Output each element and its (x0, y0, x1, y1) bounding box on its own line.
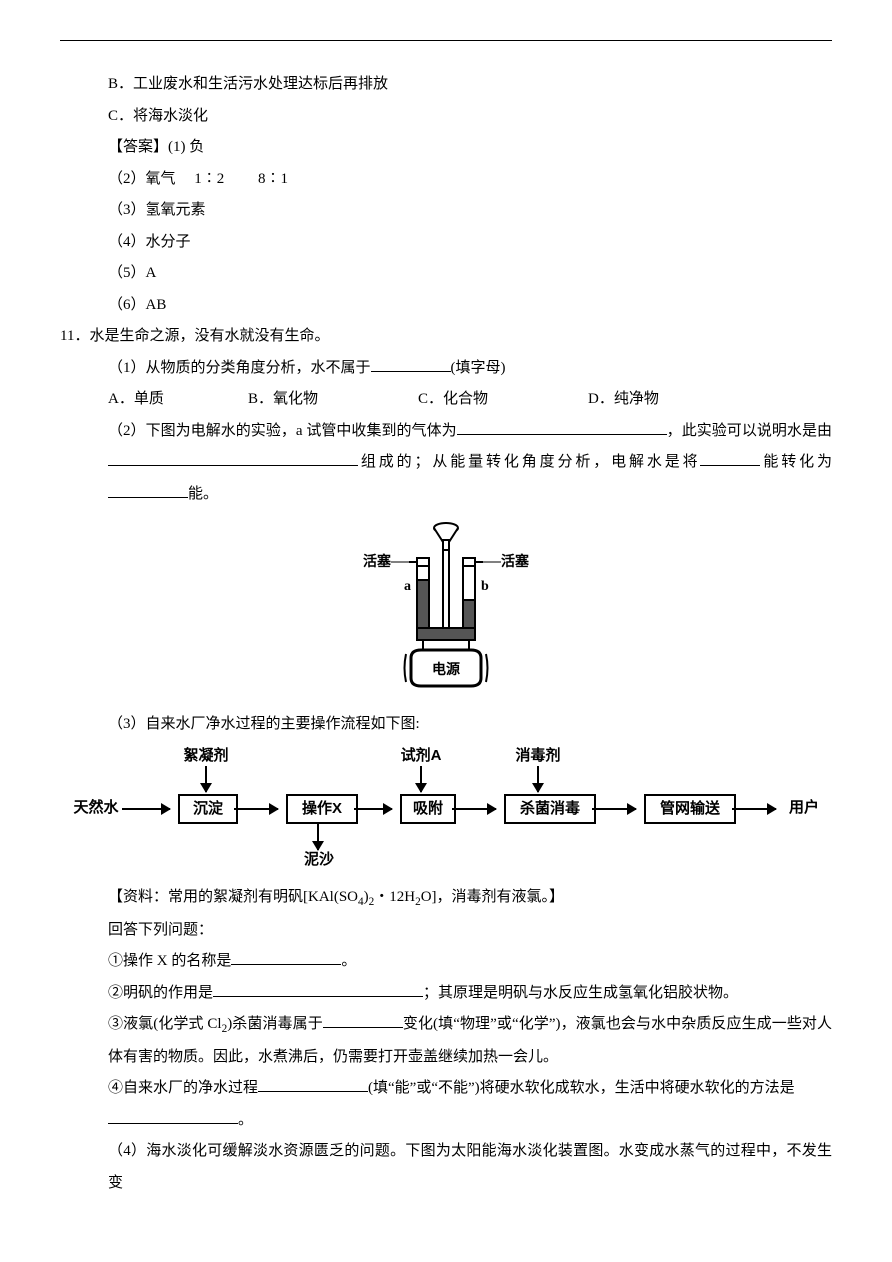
prev-answer-4: （4）水分子 (60, 227, 832, 259)
flow-box-pipe: 管网输送 (644, 794, 736, 824)
flow-out: 用户 (782, 800, 826, 817)
q11-sub1: ①操作 X 的名称是 。 (60, 946, 832, 978)
res-d: O]，消毒剂有液氯。】 (421, 889, 564, 905)
blank (108, 1108, 238, 1124)
blank (323, 1012, 403, 1028)
flow-box-opx: 操作X (286, 794, 358, 824)
q11-part2: （2）下图为电解水的实验，a 试管中收集到的气体为 ，此实验可以说明水是由 组成的… (60, 416, 832, 511)
prev-option-b: B．工业废水和生活污水处理达标后再排放 (60, 69, 832, 101)
arrow-right-icon (354, 808, 392, 810)
q11-opt-d: D．纯净物 (588, 384, 659, 416)
q11-stem: 11．水是生命之源，没有水就没有生命。 (60, 321, 832, 353)
q11-opt-c: C．化合物 (418, 384, 588, 416)
arrow-right-icon (452, 808, 496, 810)
q34-c: 。 (238, 1112, 253, 1128)
q11-sub2: ②明矾的作用是 ；其原理是明矾与水反应生成氢氧化铝胶状物。 (60, 978, 832, 1010)
q32-a: ②明矾的作用是 (108, 985, 213, 1001)
flow-disinfectant: 消毒剂 (508, 748, 568, 765)
q11-opt-a: A．单质 (108, 384, 248, 416)
blank (700, 450, 760, 466)
flow-in: 天然水 (66, 800, 126, 817)
flow-box-sediment: 沉淀 (178, 794, 238, 824)
q11-part3: （3）自来水厂净水过程的主要操作流程如下图: (60, 709, 832, 741)
res-a: 【资料：常用的絮凝剂有明矾[KAl(SO (108, 889, 358, 905)
prev-answer-1: 【答案】(1) 负 (60, 132, 832, 164)
flow-diagram: 絮凝剂 试剂A 消毒剂 天然水 沉淀 操作X 吸附 杀菌消毒 管网输送 用户 泥… (66, 748, 826, 878)
flow-box-adsorb: 吸附 (400, 794, 456, 824)
q11-p2-a: （2）下图为电解水的实验，a 试管中收集到的气体为 (108, 423, 457, 439)
q11-options: A．单质 B．氧化物 C．化合物 D．纯净物 (60, 384, 832, 416)
arrow-down-icon (537, 766, 539, 792)
flow-reagent-a: 试剂A (391, 748, 451, 765)
flow-sludge: 泥沙 (294, 852, 344, 869)
blank (258, 1076, 368, 1092)
prev-answer-3: （3）氢氧元素 (60, 195, 832, 227)
prev-option-c: C．将海水淡化 (60, 101, 832, 133)
plug-right-label: 活塞 (501, 553, 530, 570)
power-label: 电源 (432, 661, 460, 678)
blank (457, 419, 667, 435)
q34-a: ④自来水厂的净水过程 (108, 1080, 258, 1096)
arrow-down-icon (205, 766, 207, 792)
prev-answer-2: （2）氧气 1∶2 8∶1 (60, 164, 832, 196)
arrow-right-icon (592, 808, 636, 810)
q11-part4: （4）海水淡化可缓解淡水资源匮乏的问题。下图为太阳能海水淡化装置图。水变成水蒸气… (60, 1136, 832, 1199)
tube-a-label: a (404, 579, 411, 594)
plug-left-label: 活塞 (363, 553, 392, 570)
q11-sub3: ③液氯(化学式 Cl2)杀菌消毒属于变化(填“物理”或“化学”)，液氯也会与水中… (60, 1009, 832, 1073)
q11-opt-b: B．氧化物 (248, 384, 418, 416)
q33-b: )杀菌消毒属于 (227, 1016, 323, 1032)
flow-box-sterilize: 杀菌消毒 (504, 794, 596, 824)
arrow-right-icon (732, 808, 776, 810)
tube-b-label: b (481, 579, 489, 594)
q11-resource: 【资料：常用的絮凝剂有明矾[KAl(SO4)2・12H2O]，消毒剂有液氯。】 (60, 882, 832, 915)
q32-b: ；其原理是明矾与水反应生成氢氧化铝胶状物。 (423, 985, 738, 1001)
blank (371, 356, 451, 372)
arrow-down-icon (317, 822, 319, 850)
q31-b: 。 (341, 953, 356, 969)
q11-p1-a: （1）从物质的分类角度分析，水不属于 (108, 360, 371, 376)
q31-a: ①操作 X 的名称是 (108, 953, 231, 969)
top-rule (60, 40, 832, 41)
blank (108, 482, 188, 498)
q11-text: 水是生命之源，没有水就没有生命。 (89, 328, 329, 344)
blank (213, 981, 423, 997)
q11-p1-b: (填字母) (451, 360, 506, 376)
arrow-right-icon (234, 808, 278, 810)
flow-flocculant: 絮凝剂 (176, 748, 236, 765)
q11-answer-header: 回答下列问题： (60, 915, 832, 947)
q11-number: 11． (60, 328, 89, 344)
q11-sub4: ④自来水厂的净水过程 (填“能”或“不能”)将硬水软化成软水，生活中将硬水软化的方… (60, 1073, 832, 1136)
q11-p2-b: ，此实验可以说明水是由 (667, 423, 832, 439)
prev-answer-6: （6）AB (60, 290, 832, 322)
q11-p2-e: 能。 (188, 486, 218, 502)
prev-answer-5: （5）A (60, 258, 832, 290)
q11-part1: （1）从物质的分类角度分析，水不属于 (填字母) (60, 353, 832, 385)
electrolysis-diagram: 活塞 活塞 a b 电源 (60, 520, 832, 703)
arrow-right-icon (122, 808, 170, 810)
q34-b: (填“能”或“不能”)将硬水软化成软水，生活中将硬水软化的方法是 (368, 1080, 795, 1096)
blank (231, 949, 341, 965)
q11-p2-d: 能转化为 (760, 454, 832, 470)
q33-a: ③液氯(化学式 Cl (108, 1016, 222, 1032)
res-c: ・12H (374, 889, 415, 905)
q11-p2-c: 组成的；从能量转化角度分析，电解水是将 (358, 454, 700, 470)
arrow-down-icon (420, 766, 422, 792)
blank (108, 450, 358, 466)
